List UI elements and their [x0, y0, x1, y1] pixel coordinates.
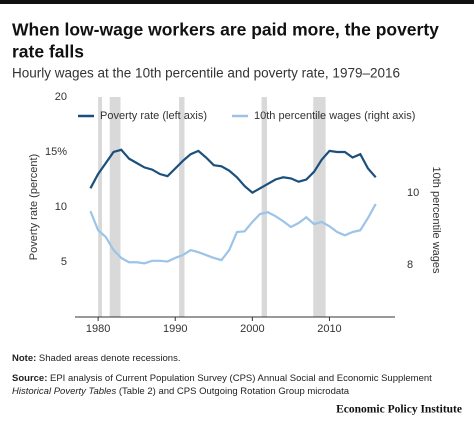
y-tick-label: 5: [61, 256, 67, 268]
y2-tick-label: 8: [407, 259, 413, 271]
legend-label: Poverty rate (left axis): [100, 110, 207, 122]
recession: [109, 97, 121, 317]
note: Note: Shaded areas denote recessions.: [12, 353, 180, 364]
source-end: (Table 2) and CPS Outgoing Rotation Grou…: [116, 386, 350, 397]
x-tick-label: 1980: [86, 323, 110, 335]
note-text: Shaded areas denote recessions.: [36, 353, 180, 364]
y-axis-label: Poverty rate (percent): [28, 154, 40, 260]
recession: [179, 97, 185, 317]
x-tick-label: 2010: [317, 323, 341, 335]
source-italic: Historical Poverty Tables: [12, 386, 116, 397]
brand: Economic Policy Institute: [336, 404, 462, 416]
y-tick-label: 10: [55, 201, 67, 213]
y-tick-label: 20: [55, 91, 67, 103]
recession: [313, 97, 326, 317]
chart-subtitle: Hourly wages at the 10th percentile and …: [12, 66, 400, 81]
source: Source: EPI analysis of Current Populati…: [12, 373, 432, 384]
note-label: Note:: [12, 353, 36, 364]
recession: [98, 97, 102, 317]
series-line: [89, 148, 377, 195]
source-cont: Historical Poverty Tables (Table 2) and …: [12, 386, 350, 397]
series-line: [89, 203, 377, 265]
y-tick-label: 15%: [45, 146, 67, 158]
recession: [261, 97, 267, 317]
source-label: Source:: [12, 373, 47, 384]
x-tick-label: 2000: [240, 323, 264, 335]
chart-title-cont: rate falls: [12, 42, 84, 62]
y2-tick-label: 10: [407, 187, 419, 199]
chart-title: When low-wage workers are paid more, the…: [12, 20, 439, 40]
x-tick-label: 1990: [163, 323, 187, 335]
source-text: EPI analysis of Current Population Surve…: [47, 373, 432, 384]
y2-axis-label: 10th percentile wages: [430, 166, 442, 274]
legend-label: 10th percentile wages (right axis): [254, 110, 415, 122]
top-bar: [0, 0, 474, 4]
